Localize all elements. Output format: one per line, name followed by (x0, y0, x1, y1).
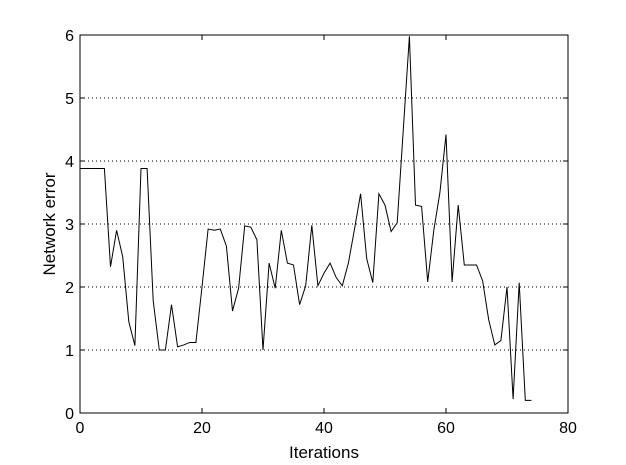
y-tick-label: 3 (65, 217, 74, 234)
y-tick-label: 1 (65, 343, 74, 360)
y-tick-label: 6 (65, 28, 74, 45)
y-tick-label: 5 (65, 91, 74, 108)
x-axis-label: Iterations (289, 443, 359, 462)
x-tick-label: 60 (437, 420, 455, 437)
series-layer (80, 36, 532, 401)
x-tick-label: 0 (76, 420, 85, 437)
grid-lines (80, 97, 568, 351)
x-tick-label: 40 (315, 420, 333, 437)
y-tick-label: 4 (65, 154, 74, 171)
y-tick-label: 2 (65, 280, 74, 297)
y-tick-label: 0 (65, 406, 74, 423)
x-tick-label: 20 (193, 420, 211, 437)
x-tick-label: 80 (559, 420, 577, 437)
y-axis-label: Network error (40, 172, 59, 275)
series-line (80, 36, 532, 401)
